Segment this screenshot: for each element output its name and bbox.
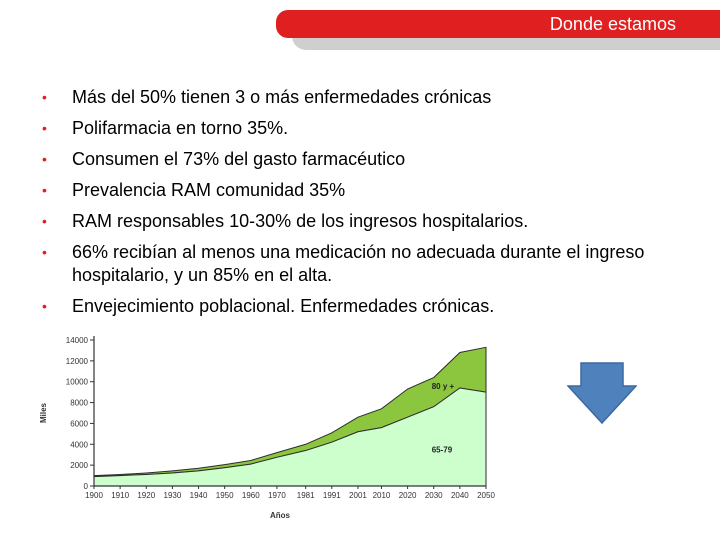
bullet-dot-icon: • (42, 213, 47, 229)
bullet-text: RAM responsables 10-30% de los ingresos … (72, 211, 529, 231)
bullet-text: Envejecimiento poblacional. Enfermedades… (72, 296, 495, 316)
y-axis-label: Miles (39, 402, 48, 423)
series-label-65-79: 65-79 (432, 446, 453, 455)
x-tick-label: 1970 (268, 491, 286, 500)
bullet-text: Consumen el 73% del gasto farmacéutico (72, 149, 406, 169)
x-tick-label: 1920 (137, 491, 155, 500)
bullet-item: • Polifarmacia en torno 35%. (40, 117, 660, 140)
x-tick-label: 1900 (85, 491, 103, 500)
y-tick-label: 10000 (66, 378, 89, 387)
bullet-dot-icon: • (42, 89, 47, 105)
y-tick-label: 12000 (66, 357, 89, 366)
bullet-item: • Prevalencia RAM comunidad 35% (40, 179, 660, 202)
bullet-item: • 66% recibían al menos una medicación no… (40, 241, 660, 287)
x-tick-label: 2050 (477, 491, 495, 500)
bullet-dot-icon: • (42, 298, 47, 314)
bullet-dot-icon: • (42, 182, 47, 198)
x-tick-label: 1981 (297, 491, 315, 500)
x-tick-label: 2020 (399, 491, 417, 500)
bullet-text: Más del 50% tienen 3 o más enfermedades … (72, 87, 492, 107)
bullet-item: • Envejecimiento poblacional. Enfermedade… (40, 295, 660, 318)
x-tick-label: 1960 (242, 491, 260, 500)
y-tick-label: 0 (84, 482, 89, 491)
down-arrow-icon (567, 362, 637, 424)
bullet-dot-icon: • (42, 120, 47, 136)
y-tick-label: 14000 (66, 336, 89, 345)
bullet-text: 66% recibían al menos una medicación no … (72, 242, 645, 285)
bullet-dot-icon: • (42, 151, 47, 167)
y-tick-label: 8000 (70, 399, 88, 408)
x-tick-label: 1910 (111, 491, 129, 500)
x-tick-label: 1940 (190, 491, 208, 500)
x-tick-label: 1991 (323, 491, 341, 500)
y-tick-label: 4000 (70, 440, 88, 449)
population-chart: 0 2000 4000 6000 8000 10000 12000 14000 1900 1910… (36, 322, 506, 522)
title-banner: Donde estamos (276, 10, 720, 38)
bullet-text: Polifarmacia en torno 35%. (72, 118, 289, 138)
x-axis-label: Años (270, 511, 291, 520)
x-tick-label: 2001 (349, 491, 367, 500)
x-tick-label: 2030 (425, 491, 443, 500)
population-chart-svg: 0 2000 4000 6000 8000 10000 12000 14000 1900 1910… (39, 336, 495, 520)
series-label-80-plus: 80 y + (432, 382, 455, 391)
bullet-item: • Más del 50% tienen 3 o más enfermedades… (40, 86, 660, 109)
bullet-text: Prevalencia RAM comunidad 35% (72, 180, 346, 200)
bullet-item: • RAM responsables 10-30% de los ingresos… (40, 210, 660, 233)
slide-title: Donde estamos (549, 14, 676, 34)
y-tick-label: 2000 (70, 461, 88, 470)
bullet-dot-icon: • (42, 244, 47, 260)
x-tick-label: 2040 (451, 491, 469, 500)
x-tick-label: 1930 (164, 491, 182, 500)
x-tick-label: 2010 (373, 491, 391, 500)
series-area-65-79 (93, 387, 487, 487)
bullet-list: • Más del 50% tienen 3 o más enfermedades… (40, 86, 660, 326)
bullet-item: • Consumen el 73% del gasto farmacéutico (40, 148, 660, 171)
y-tick-label: 6000 (70, 419, 88, 428)
x-tick-label: 1950 (216, 491, 234, 500)
